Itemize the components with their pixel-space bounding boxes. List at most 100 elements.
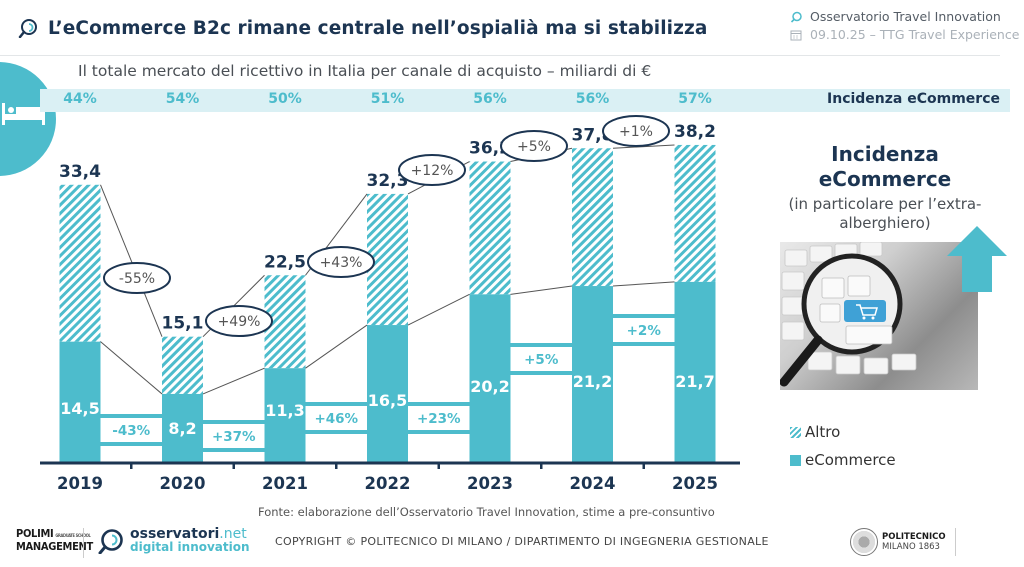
ecommerce-value-label: 21,7: [675, 372, 714, 391]
ecommerce-trend-line: [305, 324, 368, 369]
osservatori-small-icon: [790, 11, 802, 23]
polimi-logo-line2: MANAGEMENT: [16, 540, 93, 553]
bar-altro: [59, 184, 101, 342]
x-tick-label: 2025: [672, 474, 718, 493]
osservatori-logo-icon: [18, 19, 37, 38]
total-growth-badge: [602, 115, 670, 147]
ecommerce-value-label: 11,3: [265, 401, 304, 420]
oss-logo-tagline: digital innovation: [130, 540, 250, 554]
growth-box: [305, 406, 367, 430]
ecommerce-growth-label: +37%: [212, 429, 256, 445]
total-growth-badge: [307, 246, 375, 278]
bar-ecommerce: [367, 325, 408, 462]
politecnico-logo: POLITECNICO MILANO 1863: [850, 528, 946, 556]
side-panel-subtitle: (in particolare per l’extra-alberghiero): [788, 195, 982, 232]
ecommerce-trend-line: [407, 293, 470, 326]
ecommerce-growth-label: +5%: [524, 352, 559, 368]
legend-item-ecommerce: eCommerce: [790, 446, 896, 474]
total-trend-line: [100, 184, 163, 337]
polimi-logo-line1: POLIMI: [16, 527, 54, 540]
total-growth-badge: [205, 305, 273, 337]
legend-item-altro: Altro: [790, 418, 896, 446]
legend-label: Altro: [805, 423, 841, 441]
growth-box: [203, 424, 265, 448]
growth-box: [408, 406, 470, 430]
calendar-icon: [790, 30, 802, 41]
total-growth-badge: [398, 154, 466, 186]
bar-altro: [162, 336, 203, 394]
total-value-label: 22,5: [264, 252, 306, 272]
x-tick-label: 2019: [57, 474, 103, 493]
bar-ecommerce: [674, 281, 716, 462]
polimi-logo-small: GRADUATE SCHOOL: [55, 533, 91, 538]
bar-ecommerce: [59, 341, 101, 462]
header: L’eCommerce B2c rimane centrale nell’osp…: [18, 14, 707, 42]
incidence-value: 50%: [268, 91, 302, 107]
total-growth-label: +43%: [320, 255, 363, 271]
bar-ecommerce: [162, 393, 203, 462]
ecommerce-value-label: 14,5: [60, 399, 99, 418]
total-growth-label: +49%: [218, 314, 261, 330]
x-tick-label: 2021: [262, 474, 308, 493]
solid-swatch-icon: [790, 454, 801, 466]
page-title: L’eCommerce B2c rimane centrale nell’osp…: [48, 17, 708, 39]
ecommerce-growth-label: +46%: [314, 411, 358, 427]
ecommerce-trend-line: [510, 285, 573, 295]
copyright: COPYRIGHT © POLITECNICO DI MILANO / DIPA…: [275, 535, 769, 548]
x-tick-label: 2022: [365, 474, 411, 493]
ecommerce-value-label: 20,2: [470, 377, 509, 396]
growth-box: [100, 418, 162, 442]
bar-ecommerce: [572, 286, 613, 462]
growth-box: [510, 347, 572, 371]
total-value-label: 32,3: [367, 171, 409, 191]
ecommerce-trend-line: [202, 367, 265, 395]
total-value-label: 15,1: [162, 314, 204, 334]
x-tick-label: 2020: [160, 474, 206, 493]
ecommerce-value-label: 16,5: [368, 391, 407, 410]
incidence-value: 51%: [370, 91, 405, 107]
ecommerce-trend-line: [612, 281, 675, 287]
incidence-value: 56%: [473, 91, 507, 107]
event-date: 09.10.25 – TTG Travel Experience: [810, 27, 1020, 42]
ecommerce-value-label: 8,2: [168, 419, 196, 438]
bar-ecommerce: [264, 368, 306, 462]
oss-logo-name: osservatori: [130, 526, 220, 542]
header-divider: [0, 55, 1000, 56]
organization-name: Osservatorio Travel Innovation: [810, 9, 1001, 24]
incidence-value: 44%: [63, 91, 97, 107]
hatched-swatch-icon: [790, 426, 801, 438]
magnifying-glass-keyboard-photo: [780, 242, 978, 390]
osservatori-logo-icon: [98, 528, 123, 554]
bar-altro: [674, 144, 716, 282]
bar-ecommerce: [469, 294, 511, 462]
bed-icon: [2, 103, 45, 125]
x-tick-label: 2024: [570, 474, 616, 493]
arrow-up-icon: [947, 226, 1007, 292]
incidence-label: Incidenza eCommerce: [827, 91, 1000, 107]
polimi-management-logo: POLIMI GRADUATE SCHOOL MANAGEMENT: [16, 528, 93, 552]
growth-box: [613, 318, 675, 342]
poli-logo-line2: MILANO 1863: [882, 542, 940, 552]
osservatori-net-logo: osservatori.net digital innovation: [98, 527, 250, 554]
poli-logo-line1: POLITECNICO: [882, 532, 946, 542]
total-growth-label: -55%: [119, 271, 155, 287]
incidence-value: 57%: [678, 91, 712, 107]
ecommerce-value-label: 21,2: [573, 372, 612, 391]
ecommerce-growth-label: +2%: [627, 323, 662, 339]
ecommerce-trend-line: [100, 341, 163, 395]
incidence-band: [40, 89, 1010, 112]
total-growth-badge: [103, 262, 171, 294]
politecnico-seal-icon: [850, 528, 878, 556]
oss-logo-tld: .net: [219, 526, 247, 542]
bar-altro: [469, 161, 511, 295]
total-growth-label: +1%: [619, 124, 653, 140]
keyboard-magnifier-illustration: [780, 242, 917, 387]
footer-divider: [83, 528, 84, 558]
chart-title: Il totale mercato del ricettivo in Itali…: [78, 62, 652, 80]
incidence-value: 56%: [575, 91, 610, 107]
side-panel-title: Incidenza eCommerce: [818, 142, 952, 191]
ecommerce-growth-label: -43%: [112, 423, 150, 439]
incidence-value: 54%: [165, 91, 200, 107]
legend: Altro eCommerce: [790, 418, 896, 474]
